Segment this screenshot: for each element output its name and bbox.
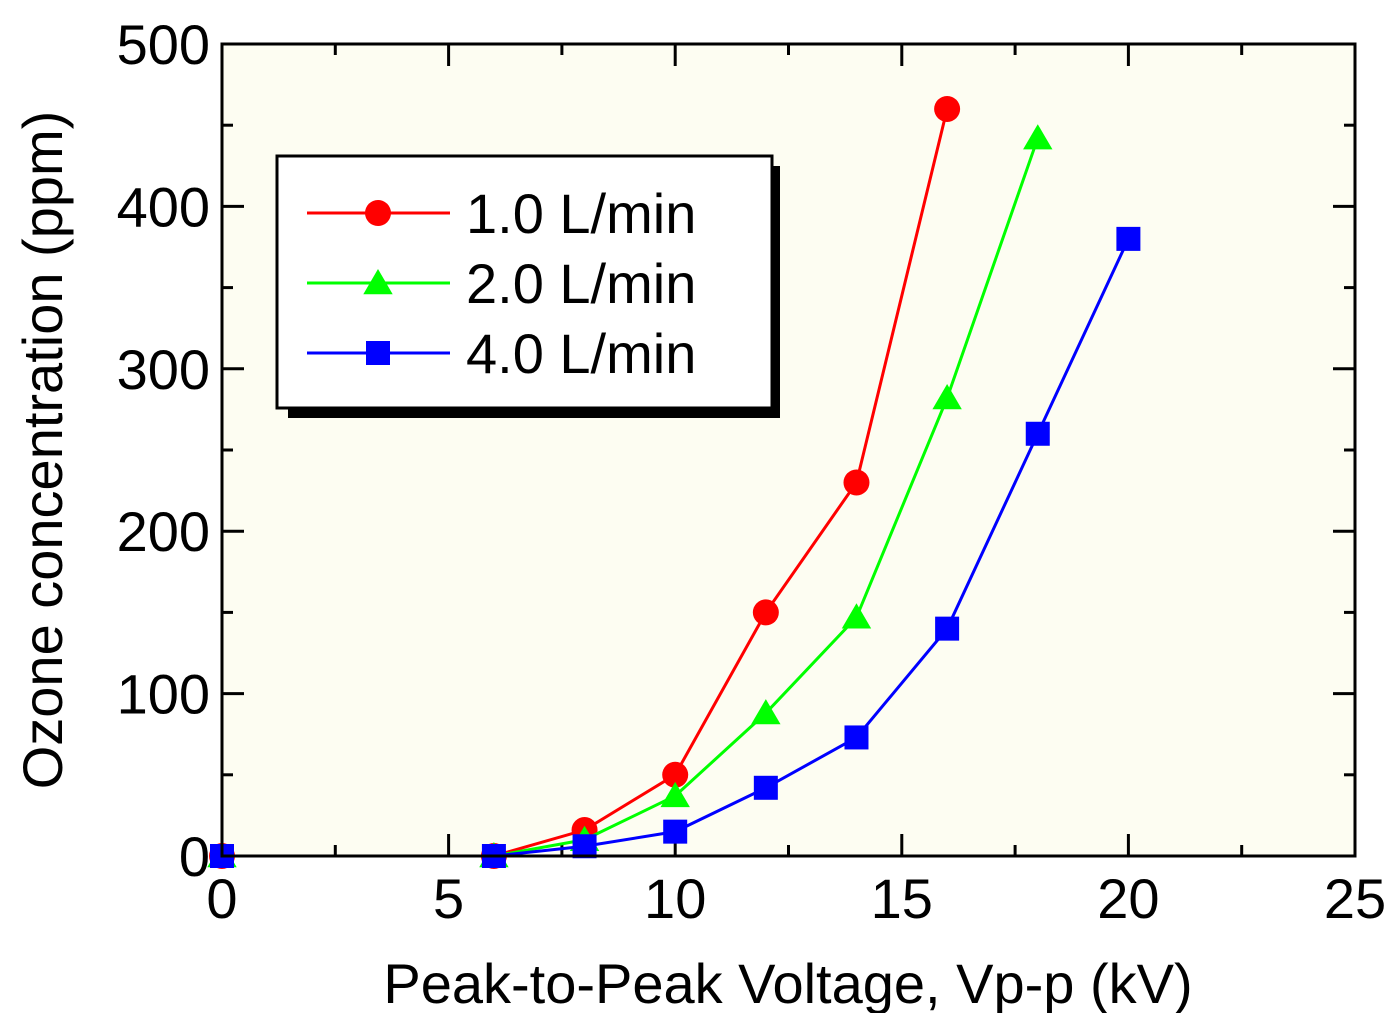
y-tick-label: 500: [117, 13, 210, 76]
minor-ticks: [222, 44, 1355, 856]
data-point: [662, 761, 689, 788]
legend-label: 2.0 L/min: [466, 252, 696, 315]
data-point: [843, 469, 870, 496]
x-tick-label: 0: [206, 867, 237, 930]
y-tick-labels: 0 100 200 300 400 500: [117, 13, 210, 888]
x-axis-label: Peak-to-Peak Voltage, Vp-p (kV): [383, 952, 1192, 1013]
y-tick-label: 300: [117, 338, 210, 401]
data-point: [751, 699, 781, 725]
legend-entry: 4.0 L/min: [307, 322, 696, 385]
data-point: [753, 775, 778, 800]
y-tick-label: 200: [117, 500, 210, 563]
data-point: [660, 781, 690, 808]
x-tick-label: 15: [871, 867, 933, 930]
series-layer: [207, 95, 1141, 869]
legend-label: 4.0 L/min: [466, 322, 696, 385]
y-tick-label: 100: [117, 663, 210, 726]
data-point: [752, 599, 779, 626]
y-tick-label: 400: [117, 175, 210, 238]
legend-entry: 1.0 L/min: [307, 182, 696, 245]
series-3: [210, 226, 1141, 868]
data-point: [935, 616, 960, 641]
legend: 1.0 L/min 2.0 L/min 4.0 L/min: [275, 154, 780, 418]
x-tick-label: 10: [644, 867, 706, 930]
data-point: [841, 603, 872, 629]
legend-label: 1.0 L/min: [466, 182, 696, 245]
data-point: [844, 725, 869, 750]
x-tick-label: 20: [1097, 867, 1159, 930]
x-tick-label: 25: [1324, 867, 1386, 930]
data-point: [932, 384, 962, 410]
x-tick-labels: 0 5 10 15 20 25: [206, 867, 1386, 930]
data-point: [1023, 124, 1053, 150]
y-tick-label: 0: [179, 825, 210, 888]
data-point: [572, 834, 597, 859]
data-point: [1116, 226, 1141, 251]
data-point: [934, 95, 961, 122]
legend-marker: [365, 200, 391, 226]
data-point: [663, 819, 688, 844]
plot-frame: [220, 42, 1357, 858]
legend-entry: 2.0 L/min: [307, 252, 696, 315]
data-point: [1025, 421, 1050, 446]
legend-marker: [363, 269, 393, 295]
legend-marker: [366, 341, 390, 365]
y-axis-label: Ozone concentration (ppm): [11, 111, 74, 790]
x-tick-label: 5: [433, 867, 464, 930]
